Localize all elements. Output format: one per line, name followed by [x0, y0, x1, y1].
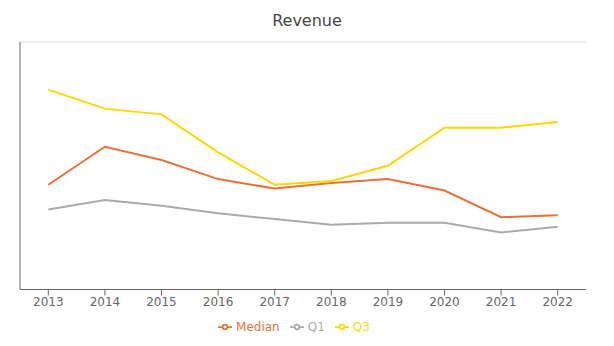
- svg-text:2017: 2017: [259, 295, 290, 309]
- svg-text:2015: 2015: [146, 295, 177, 309]
- svg-text:2022: 2022: [542, 295, 573, 309]
- svg-text:2013: 2013: [33, 295, 64, 309]
- html-text:Q1: Q1: [307, 319, 325, 334]
- svg-text:2020: 2020: [429, 295, 460, 309]
- svg-text:2019: 2019: [373, 295, 404, 309]
- svg-text:2018: 2018: [316, 295, 347, 309]
- svg-text:2014: 2014: [90, 295, 121, 309]
- html-text:Q3: Q3: [352, 319, 370, 334]
- svg-text:2016: 2016: [203, 295, 234, 309]
- html-text:Revenue: Revenue: [272, 11, 342, 30]
- svg-text:2021: 2021: [486, 295, 517, 309]
- html-text:Median: Median: [236, 319, 280, 334]
